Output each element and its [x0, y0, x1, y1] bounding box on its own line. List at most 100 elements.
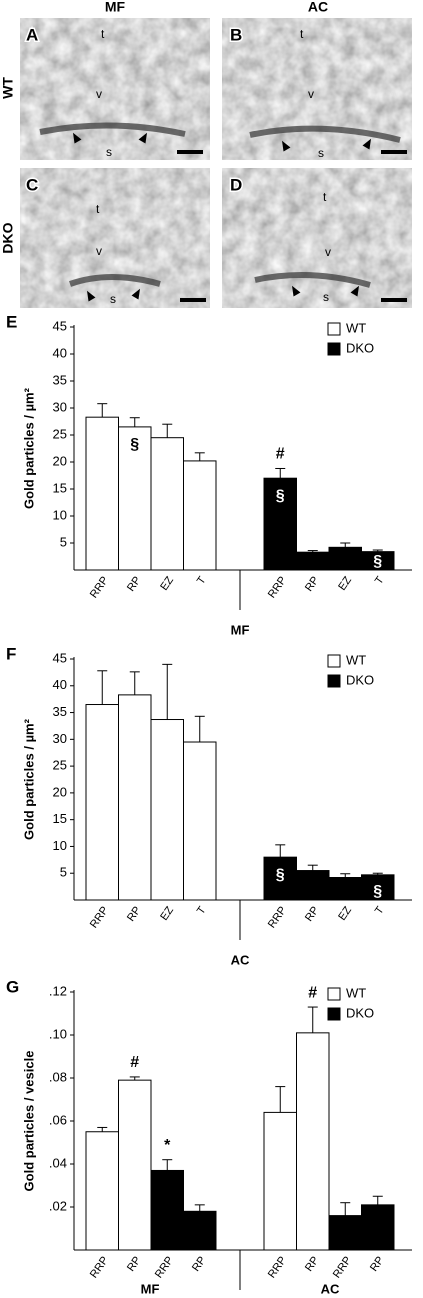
bar — [361, 874, 395, 901]
y-tick-label: 20 — [53, 784, 67, 799]
annotation: # — [130, 1054, 139, 1071]
bar — [150, 1169, 184, 1251]
bar — [150, 719, 184, 901]
synapse — [39, 122, 186, 137]
micrograph: C t v s — [20, 168, 210, 308]
x-tick-label: RRP — [88, 905, 111, 931]
y-axis-title: Gold particles / vesicle — [21, 1051, 36, 1192]
image-label: v — [96, 244, 102, 258]
column-header: MF — [105, 0, 126, 15]
legend-swatch — [327, 342, 341, 356]
y-tick-label: .10 — [49, 1026, 67, 1041]
x-tick-label: RP — [303, 575, 322, 594]
bar — [85, 416, 119, 571]
bar — [183, 741, 217, 901]
x-tick-label: RRP — [88, 1255, 111, 1281]
bar — [118, 694, 152, 901]
bar — [263, 1111, 297, 1251]
bar — [118, 1079, 152, 1251]
y-axis-title: Gold particles / µm² — [21, 718, 36, 840]
annotation: § — [373, 553, 382, 570]
scale-bar — [180, 298, 206, 302]
y-tick-label: 30 — [53, 399, 67, 414]
x-tick-label: T — [195, 904, 209, 917]
panel-letter: C — [26, 175, 38, 194]
bar — [328, 1215, 362, 1251]
annotation: * — [164, 1137, 171, 1154]
y-tick-label: 20 — [53, 453, 67, 468]
x-tick-label: RP — [190, 1255, 209, 1274]
panel-letter: A — [26, 25, 38, 44]
bar — [296, 1032, 330, 1251]
synapse — [249, 125, 401, 143]
micrograph-image — [20, 168, 210, 308]
legend-label: WT — [346, 652, 366, 667]
x-tick-label: RRP — [88, 575, 111, 601]
micrograph: B t v s — [222, 18, 412, 160]
column-header: AC — [308, 0, 328, 15]
image-label: t — [101, 27, 105, 41]
x-axis-title: AC — [231, 952, 250, 967]
panel-letter: E — [6, 312, 17, 331]
arrowhead — [282, 140, 291, 152]
x-tick-label: T — [373, 904, 387, 917]
x-tick-label: RRP — [266, 905, 289, 931]
y-tick-label: 35 — [53, 704, 67, 719]
legend-label: DKO — [346, 340, 374, 355]
image-label: t — [323, 190, 327, 204]
image-label: s — [318, 146, 324, 160]
bar — [85, 1131, 119, 1251]
bar — [361, 1204, 395, 1251]
x-tick-label: RRP — [266, 575, 289, 601]
x-tick-label: RP — [303, 905, 322, 924]
panel-letter: B — [230, 25, 242, 44]
bar — [296, 551, 330, 571]
y-tick-label: 40 — [53, 345, 67, 360]
bar — [183, 460, 217, 571]
arrowhead — [350, 285, 359, 297]
x-tick-label: RP — [303, 1255, 322, 1274]
bar — [296, 870, 330, 901]
arrowhead — [73, 132, 82, 144]
legend-swatch — [327, 322, 341, 336]
image-label: s — [106, 145, 112, 159]
bar — [263, 856, 297, 901]
bar — [183, 1210, 217, 1251]
image-label: s — [323, 290, 329, 304]
x-group-label: MF — [141, 1281, 160, 1296]
x-tick-label: RP — [125, 1255, 144, 1274]
legend-swatch — [327, 654, 341, 668]
annotation: § — [373, 883, 382, 900]
legend-swatch — [327, 674, 341, 688]
arrowhead — [138, 132, 147, 144]
arrowhead — [87, 290, 96, 302]
bar — [150, 437, 184, 571]
arrowhead — [362, 138, 371, 150]
legend-label: DKO — [346, 1005, 374, 1020]
y-tick-label: 25 — [53, 426, 67, 441]
micrograph: A t v s — [20, 18, 210, 160]
bar — [328, 546, 362, 571]
y-tick-label: 30 — [53, 731, 67, 746]
annotation: § — [130, 436, 139, 453]
x-tick-label: RP — [368, 1255, 387, 1274]
scale-bar — [177, 150, 203, 154]
scale-bar — [381, 298, 407, 302]
panel-letter: D — [230, 175, 242, 194]
legend-swatch — [327, 987, 341, 1001]
legend-label: WT — [346, 985, 366, 1000]
y-tick-label: 5 — [60, 865, 67, 880]
annotation: § — [276, 487, 285, 504]
y-tick-label: .06 — [49, 1112, 67, 1127]
image-label: s — [110, 292, 116, 306]
y-tick-label: .08 — [49, 1069, 67, 1084]
row-header: DKO — [0, 222, 16, 253]
bar — [328, 877, 362, 901]
y-tick-label: 10 — [53, 838, 67, 853]
x-tick-label: RP — [125, 575, 144, 594]
y-tick-label: 45 — [53, 318, 67, 333]
x-tick-label: T — [373, 574, 387, 587]
y-axis-title: Gold particles / µm² — [21, 387, 36, 509]
annotation: # — [276, 446, 285, 463]
